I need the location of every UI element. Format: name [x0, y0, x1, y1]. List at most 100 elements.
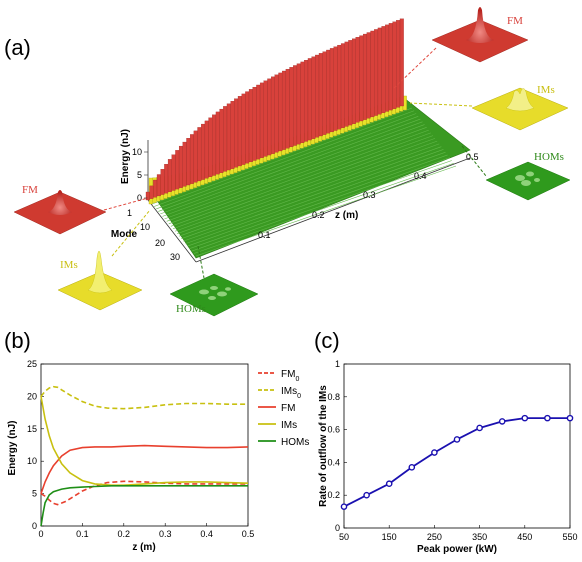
mode-axis-ticks: 1 10 20 30 — [127, 208, 180, 262]
fm-ridge-bar — [388, 23, 393, 111]
x-tick-label: 0.1 — [76, 529, 89, 539]
homs-ridges — [151, 107, 457, 257]
z-tick-label: 0.1 — [258, 230, 271, 240]
x-tick-label: 50 — [339, 532, 349, 542]
fm-ridge-bar — [315, 54, 320, 138]
panel-a-label: (a) — [4, 35, 31, 60]
panel-c-label: (c) — [314, 328, 340, 353]
homs-ridge-line — [151, 107, 413, 205]
fm-ridge-bar — [267, 78, 272, 156]
fm-ridge-bar — [322, 51, 327, 135]
data-point — [385, 480, 393, 488]
homs-ridge-line — [160, 118, 421, 215]
homs-ridge-line — [158, 116, 419, 212]
homs-ridge-line — [162, 121, 423, 217]
panel-c-y-axis-title: Rate of outflow of the IMs — [318, 385, 329, 507]
series-line — [40, 385, 248, 410]
homs-ridge-line — [195, 165, 457, 257]
y-tick-label: 0.2 — [327, 490, 340, 500]
ims-right-arrow — [409, 102, 473, 107]
panel-b-y-axis-title: Energy (nJ) — [7, 420, 18, 475]
data-point — [408, 464, 416, 471]
panel-c-x-ticks: 50 150 250 350 450 550 — [339, 525, 578, 542]
series-line — [40, 444, 249, 494]
x-tick-label: 450 — [517, 532, 532, 542]
legend-entry: FM0 — [281, 369, 299, 383]
y-tick-label: 5 — [32, 489, 37, 499]
homs-right-callout: HOMs — [534, 151, 564, 163]
fm-ridge-bar — [215, 111, 220, 175]
data-point — [431, 449, 438, 456]
panel-c-y-ticks: 0 0.2 0.4 0.6 0.8 1 — [327, 359, 347, 533]
z-axis-title: z (m) — [335, 210, 358, 221]
legend-entry: FM — [281, 403, 295, 414]
fm-ridge-bar — [278, 72, 283, 152]
x-tick-label: 0.5 — [242, 529, 255, 539]
fm-ridge-bar — [351, 38, 356, 124]
panel-c-x-axis-title: Peak power (kW) — [417, 544, 497, 555]
fm-ridge-bar — [252, 86, 257, 161]
panel-b-x-ticks: 0 0.1 0.2 0.3 0.4 0.5 — [38, 523, 254, 539]
homs-ridge-line — [164, 124, 425, 220]
fm-ridge-bar — [182, 141, 187, 187]
data-point — [544, 414, 551, 422]
y-tick-label: 10 — [27, 456, 37, 466]
fm-ridge-bar — [318, 53, 323, 137]
y-tick-label: 15 — [27, 424, 37, 434]
series-line — [40, 396, 249, 487]
z-tick-label: 0.2 — [312, 210, 325, 220]
fm-ridge-bar — [212, 114, 217, 176]
energy-axis-title: Energy (nJ) — [120, 129, 131, 184]
x-tick-label: 250 — [427, 532, 442, 542]
fm-ridge-bar — [256, 84, 261, 160]
panel-b-x-axis-title: z (m) — [132, 542, 155, 553]
fm-ridge-bar — [293, 65, 297, 146]
fm-ridge-bar — [197, 127, 202, 182]
fm-output-inset: FM — [431, 7, 529, 63]
fm-ridge-bar — [237, 96, 242, 167]
data-point — [340, 503, 348, 510]
fm-ridge-bar — [377, 27, 382, 115]
fm-ridge-bar — [355, 37, 360, 123]
series-line — [40, 480, 248, 506]
legend-subscript: 0 — [295, 376, 299, 383]
x-tick-label: 0.4 — [200, 529, 213, 539]
x-tick-label: 0 — [38, 529, 43, 539]
fm-ridge-bar — [326, 49, 331, 134]
energy-tick-label: 5 — [137, 170, 142, 180]
data-point — [363, 491, 370, 499]
fm-ridge-bar — [370, 30, 375, 118]
x-tick-label: 0.3 — [159, 529, 172, 539]
y-tick-label: 0 — [335, 523, 340, 533]
fm-ridge-bar — [160, 169, 165, 195]
homs-ridge-line — [187, 154, 448, 247]
x-tick-label: 150 — [382, 532, 397, 542]
homs-bottom-callout: HOMs — [176, 303, 206, 315]
fm-top-callout: FM — [507, 15, 523, 27]
data-point — [476, 424, 483, 432]
fm-ridge-bar — [399, 18, 404, 107]
legend-subscript: 0 — [297, 393, 301, 400]
homs-ridge-line — [189, 157, 450, 249]
fm-ridge-bar — [223, 106, 228, 172]
fm-ridge-bar — [363, 33, 367, 120]
fm-ridge-bar — [385, 24, 390, 112]
fm-ridge-bar — [219, 108, 224, 173]
fm-ridge-bar — [311, 56, 316, 139]
homs-ridge-line — [166, 127, 427, 222]
homs-ridge-line — [181, 146, 442, 239]
fm-ridge-bar — [245, 91, 250, 164]
fm-ridge-bar — [208, 117, 213, 177]
ims-left-callout: IMs — [60, 259, 78, 271]
fm-ridge-bar — [337, 44, 342, 130]
fm-ridge-bar — [304, 60, 309, 142]
fm-ridge-bar — [381, 26, 386, 113]
energy-tick-label: 0 — [137, 193, 142, 203]
fm-ridge-bar — [340, 43, 345, 128]
homs-input-inset: HOMs — [169, 273, 259, 317]
fm-ridge-bar — [348, 40, 353, 126]
fm-ridge-bar — [329, 48, 334, 133]
y-tick-label: 0.6 — [327, 425, 340, 435]
fm-ridge-bar — [167, 159, 172, 192]
